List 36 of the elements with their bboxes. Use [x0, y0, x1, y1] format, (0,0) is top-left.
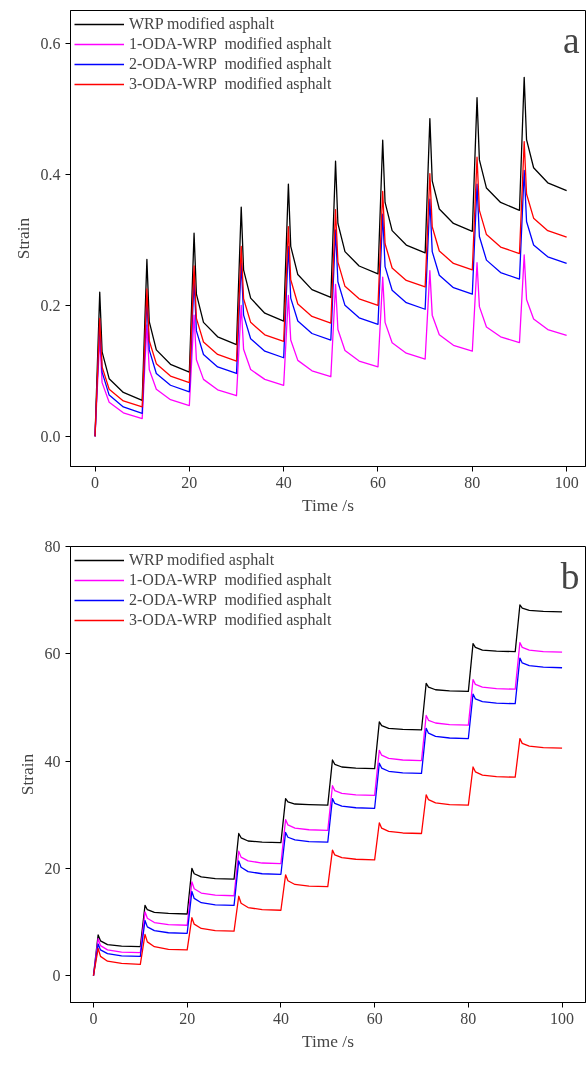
- x-tick-label: 0: [91, 473, 100, 491]
- x-axis-title: Time /s: [302, 1031, 355, 1051]
- y-axis-title: Strain: [17, 753, 37, 796]
- x-tick-label: 40: [275, 473, 292, 491]
- legend-label: 1-ODA-WRP modified asphalt: [129, 571, 332, 589]
- x-tick-label: 60: [366, 1009, 383, 1027]
- y-tick-label: 0.6: [40, 34, 61, 52]
- x-tick-label: 40: [272, 1009, 289, 1027]
- x-tick-label: 80: [460, 1009, 477, 1027]
- x-tick-label: 20: [181, 473, 198, 491]
- x-tick-label: 60: [369, 473, 386, 491]
- legend-label: WRP modified asphalt: [129, 15, 275, 33]
- y-axis-title: Strain: [13, 217, 33, 260]
- legend-label: WRP modified asphalt: [129, 551, 275, 569]
- x-tick-label: 0: [89, 1009, 98, 1027]
- legend-label: 3-ODA-WRP modified asphalt: [129, 75, 332, 93]
- legend-label: 2-ODA-WRP modified asphalt: [129, 55, 332, 73]
- x-tick-label: 100: [554, 473, 579, 491]
- y-tick-label: 0.4: [40, 165, 61, 183]
- x-tick-label: 100: [550, 1009, 575, 1027]
- legend-label: 2-ODA-WRP modified asphalt: [129, 591, 332, 609]
- x-tick-label: 20: [179, 1009, 196, 1027]
- annotation: b: [560, 555, 580, 597]
- legend-label: 3-ODA-WRP modified asphalt: [129, 611, 332, 629]
- y-tick-label: 20: [44, 859, 61, 877]
- y-tick-label: 0.0: [40, 427, 61, 445]
- annotation: a: [562, 19, 580, 61]
- y-tick-label: 80: [44, 538, 61, 555]
- y-tick-label: 60: [44, 645, 61, 663]
- line-series: [92, 737, 563, 977]
- y-tick-label: 0.2: [40, 296, 61, 314]
- y-tick-label: 40: [44, 752, 61, 770]
- x-axis-title: Time /s: [302, 495, 355, 515]
- legend-label: 1-ODA-WRP modified asphalt: [129, 35, 332, 53]
- x-tick-label: 80: [464, 473, 481, 491]
- y-tick-label: 0: [52, 967, 61, 985]
